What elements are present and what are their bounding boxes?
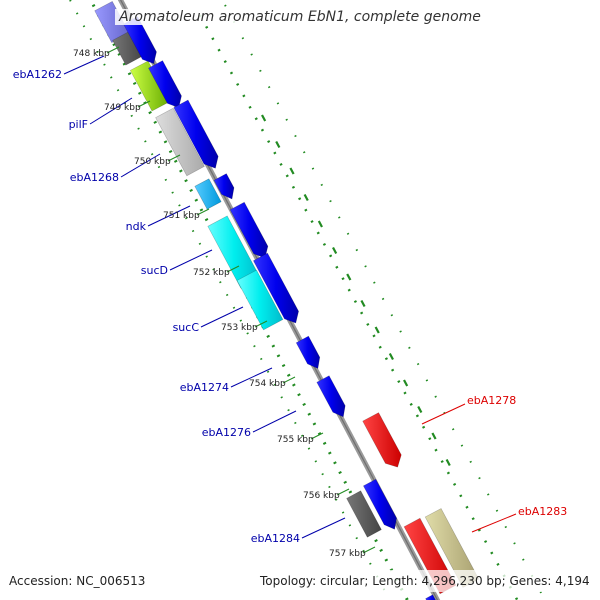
gene-leader-line bbox=[169, 249, 213, 271]
gene-layer bbox=[94, 0, 480, 600]
position-tick-connector bbox=[254, 320, 268, 328]
gene-block-ndk bbox=[194, 178, 222, 210]
outer-hash-mark bbox=[431, 432, 437, 440]
gene-block-ebA1268 bbox=[155, 107, 205, 177]
gene-block-sucC bbox=[236, 269, 284, 331]
accession-text: Accession: NC_006513 bbox=[9, 574, 146, 588]
outer-hash-mark bbox=[275, 140, 281, 149]
gene-leader-line bbox=[63, 55, 105, 75]
outer-hash-mark bbox=[346, 273, 352, 281]
map-title: Aromatoleum aromaticum EbN1, complete ge… bbox=[0, 9, 600, 25]
gene-label: ebA1268 bbox=[70, 171, 119, 184]
position-tick-connector bbox=[226, 265, 240, 273]
position-tick-connector bbox=[362, 546, 376, 554]
outer-hash-mark bbox=[388, 352, 394, 361]
outer-hash-mark bbox=[374, 326, 380, 334]
gene-block-bottom bbox=[425, 594, 436, 600]
position-label: 749 kbp bbox=[104, 103, 141, 113]
position-label: 751 kbp bbox=[163, 211, 200, 221]
position-tick-connector bbox=[106, 46, 120, 54]
footer-background bbox=[0, 570, 600, 592]
gene-label: ebA1278 bbox=[467, 394, 516, 407]
outer-hash-mark bbox=[261, 114, 267, 122]
gene-leader-line bbox=[252, 410, 297, 433]
gene-leader-line bbox=[230, 367, 273, 388]
gene-label: sucC bbox=[173, 321, 200, 334]
position-tick-connector bbox=[196, 208, 210, 216]
position-label: 757 kbp bbox=[329, 549, 366, 559]
gene-block-ebA1284 bbox=[346, 490, 382, 538]
topology-text: Topology: circular; Length: 4,296,230 bp… bbox=[260, 574, 590, 588]
position-tick-connector bbox=[167, 154, 181, 162]
position-label: 755 kbp bbox=[277, 435, 314, 445]
outer-hash-mark bbox=[360, 299, 366, 308]
gene-label: ebA1274 bbox=[180, 381, 229, 394]
outer-hash-mark bbox=[332, 246, 338, 255]
gene-arrow-ebA1284-b bbox=[362, 478, 397, 530]
gene-label: sucD bbox=[141, 264, 168, 277]
gene-arrow-pilF-b bbox=[148, 60, 182, 108]
gene-leader-line bbox=[471, 513, 517, 533]
gene-leader-line bbox=[89, 97, 133, 125]
position-label: 748 kbp bbox=[73, 49, 110, 59]
gene-arrow-ebA1274 bbox=[295, 335, 321, 369]
position-tick-connector bbox=[336, 488, 350, 496]
outer-hash-mark bbox=[303, 193, 309, 202]
position-label: 750 kbp bbox=[134, 157, 171, 167]
position-label: 756 kbp bbox=[303, 491, 340, 501]
outer-hash-mark bbox=[317, 220, 323, 228]
position-label: 752 kbp bbox=[193, 268, 230, 278]
outer-tick-row bbox=[198, 14, 519, 600]
inner-minor-tick-row bbox=[69, 0, 391, 600]
gene-arrow-ebA1268-b bbox=[173, 99, 219, 169]
position-label: 754 kbp bbox=[249, 379, 286, 389]
gene-leader-line bbox=[120, 153, 161, 178]
gene-arrow-ebA1278 bbox=[362, 412, 402, 468]
gene-leader-line bbox=[147, 205, 191, 227]
gene-label: ebA1283 bbox=[518, 505, 567, 518]
position-label: 753 kbp bbox=[221, 323, 258, 333]
gene-label-layer: ebA1262 pilF ebA1268 ndk sucD sucC ebA1274 ebA1… bbox=[13, 68, 568, 545]
gene-leader-line bbox=[200, 306, 244, 328]
gene-arrow-sucC-b bbox=[252, 252, 299, 324]
leader-line-layer bbox=[63, 46, 517, 554]
gene-block-sucD bbox=[207, 215, 261, 289]
map-title-text: Aromatoleum aromaticum EbN1, complete ge… bbox=[115, 9, 485, 25]
gene-label: ebA1276 bbox=[202, 426, 251, 439]
outer-hash-mark bbox=[417, 405, 423, 414]
gene-label: ndk bbox=[126, 220, 147, 233]
outer-hash-mark bbox=[403, 379, 409, 387]
outer-hash-mark bbox=[289, 167, 295, 175]
position-tick-connector bbox=[310, 432, 324, 440]
gene-label: ebA1284 bbox=[251, 532, 300, 545]
position-label-layer: 748 kbp 749 kbp 750 kbp 751 kbp 752 kbp 753 k… bbox=[73, 49, 366, 559]
gene-label: pilF bbox=[69, 118, 88, 131]
gene-arrow-ebA1276 bbox=[316, 375, 346, 418]
outer-hash-mark bbox=[445, 458, 451, 467]
tick-layer bbox=[69, 0, 546, 600]
gene-label: ebA1262 bbox=[13, 68, 62, 81]
position-tick-connector bbox=[137, 100, 151, 108]
gene-arrow-sucD-b bbox=[229, 201, 269, 259]
gene-arrow-ndk-b bbox=[213, 173, 235, 200]
gene-leader-line bbox=[421, 403, 466, 425]
position-tick-connector bbox=[282, 376, 296, 384]
gene-leader-line bbox=[301, 517, 346, 539]
